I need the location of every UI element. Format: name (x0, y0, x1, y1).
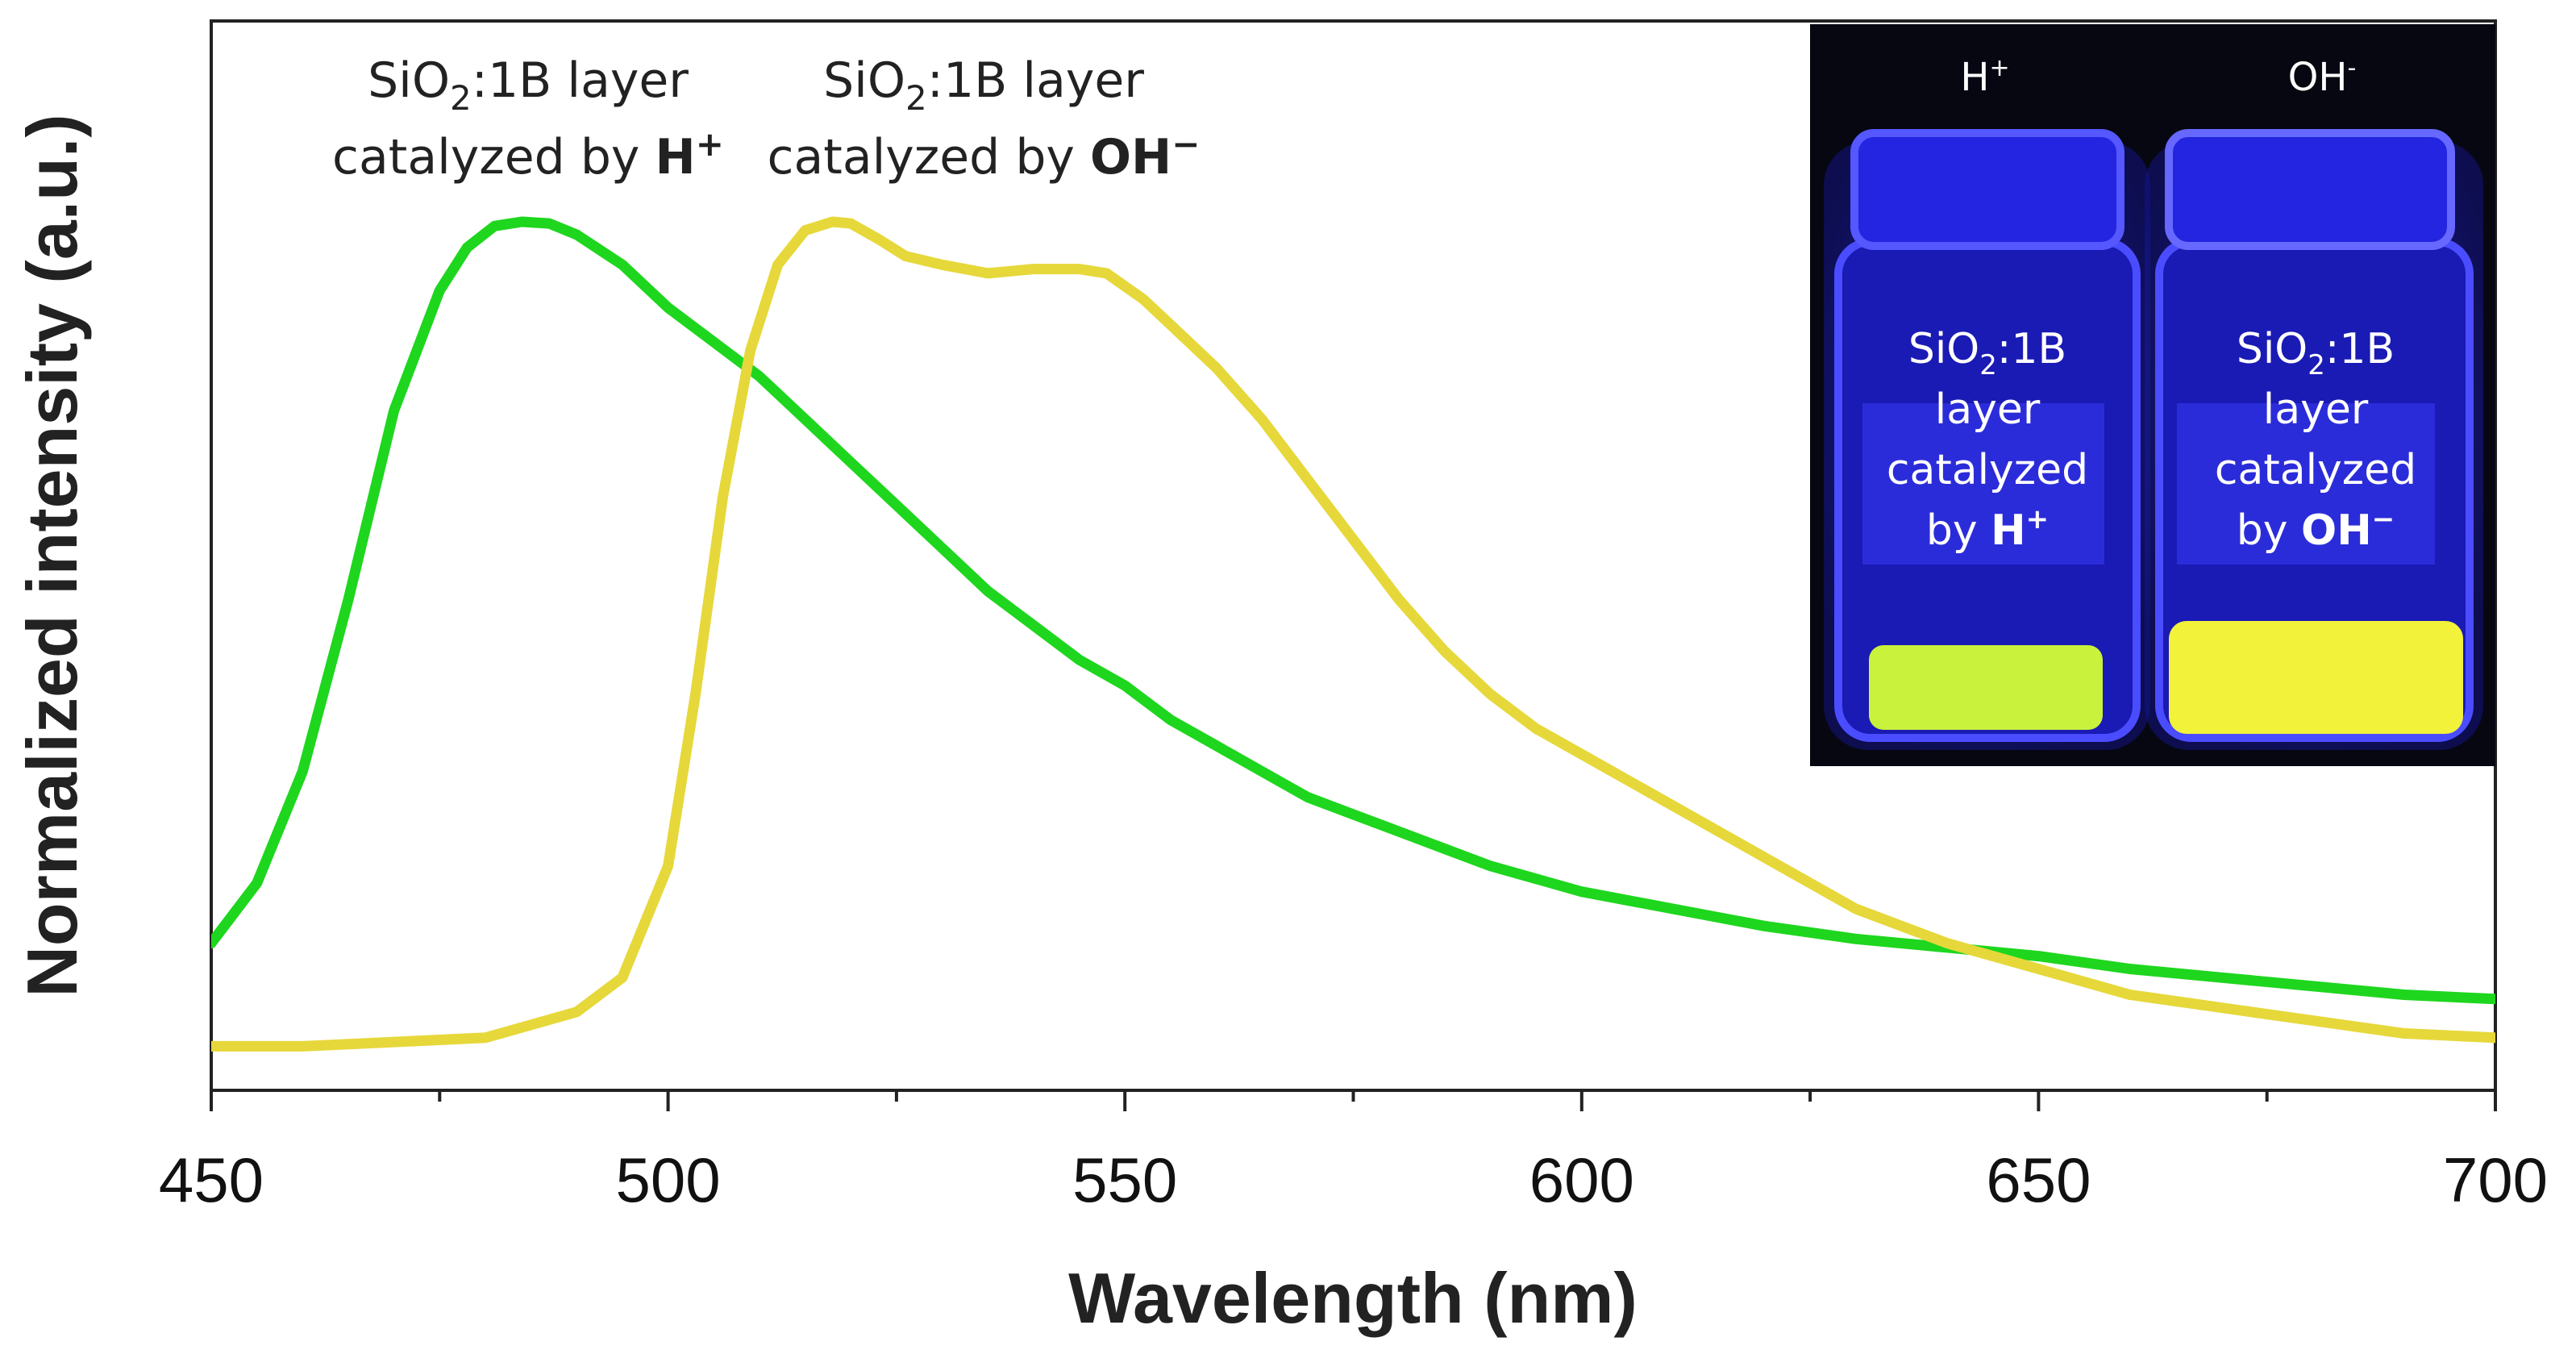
svg-text:by OH−: by OH− (2237, 503, 2395, 555)
x-tick-label: 450 (159, 1144, 264, 1215)
y-axis-title: Normalized intensity (a.u.) (12, 114, 92, 997)
svg-text:catalyzed by H+: catalyzed by H+ (332, 124, 724, 185)
svg-text:SiO2:1B: SiO2:1B (2237, 325, 2395, 381)
svg-text:catalyzed by OH−: catalyzed by OH− (768, 124, 1201, 185)
inset-label-oh: OH- (2288, 54, 2357, 100)
x-tick-label: 550 (1072, 1144, 1177, 1215)
svg-text:layer: layer (2263, 385, 2369, 434)
x-tick-label: 700 (2443, 1144, 2548, 1215)
x-tick-label: 600 (1529, 1144, 1634, 1215)
series-layer (211, 216, 2495, 1052)
vial-left (1824, 129, 2150, 750)
svg-text:by H+: by H+ (1926, 503, 2049, 555)
series-line-h-catalyzed (211, 216, 2495, 1005)
vial-right (2145, 129, 2483, 750)
inset-vial-photo: H+ OH- SiO2:1B layer catalyzed by H+ SiO… (1810, 24, 2495, 766)
svg-text:SiO2:1B layer: SiO2:1B layer (823, 52, 1144, 118)
series-annotation-oh: SiO2:1B layer catalyzed by OH− (768, 52, 1201, 185)
liquid-left (1869, 645, 2103, 730)
vial-right-label: SiO2:1B layer catalyzed by OH− (2215, 325, 2416, 555)
x-tick-label: 650 (1986, 1144, 2091, 1215)
svg-text:SiO2:1B: SiO2:1B (1908, 325, 2066, 381)
liquid-right (2169, 621, 2463, 734)
x-axis: 450 500 550 600 650 700 (159, 1090, 2548, 1215)
x-axis-title: Wavelength (nm) (1068, 1258, 1638, 1338)
vial-left-label: SiO2:1B layer catalyzed by H+ (1887, 325, 2088, 555)
svg-text:layer: layer (1935, 385, 2041, 434)
svg-text:SiO2:1B layer: SiO2:1B layer (368, 52, 689, 118)
x-tick-label: 500 (616, 1144, 721, 1215)
inset-label-h: H+ (1960, 54, 2009, 100)
series-annotation-h: SiO2:1B layer catalyzed by H+ (332, 52, 724, 185)
series-line-oh-catalyzed (211, 216, 2495, 1052)
svg-text:catalyzed: catalyzed (2215, 446, 2416, 494)
svg-text:catalyzed: catalyzed (1887, 446, 2088, 494)
